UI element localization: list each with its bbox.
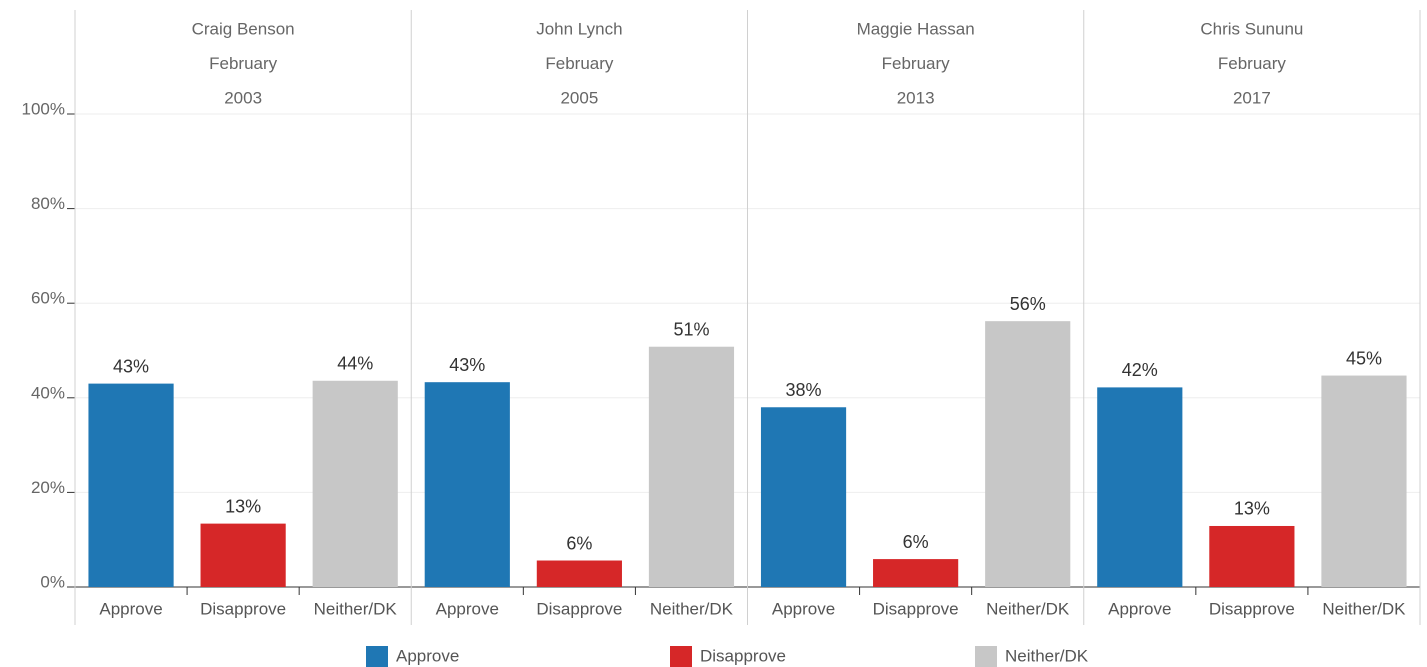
data-label: 56% xyxy=(1010,294,1046,314)
x-tick-label: Neither/DK xyxy=(314,599,398,618)
y-tick-label: 100% xyxy=(22,99,65,118)
bar xyxy=(88,383,174,587)
panel-header: February xyxy=(545,54,614,73)
bar xyxy=(1209,525,1295,587)
x-tick-label: Neither/DK xyxy=(1322,599,1406,618)
y-tick-label: 40% xyxy=(31,383,65,402)
legend-label: Disapprove xyxy=(700,646,786,665)
data-label: 42% xyxy=(1122,360,1158,380)
data-label: 45% xyxy=(1346,348,1382,368)
bar xyxy=(985,321,1071,587)
bar xyxy=(200,523,286,587)
data-label: 13% xyxy=(1234,499,1270,519)
legend-label: Neither/DK xyxy=(1005,646,1089,665)
bar xyxy=(536,560,622,587)
y-tick-label: 80% xyxy=(31,194,65,213)
data-label: 13% xyxy=(225,496,261,516)
panel-header: 2017 xyxy=(1233,88,1271,107)
x-tick-label: Disapprove xyxy=(536,599,622,618)
x-tick-label: Approve xyxy=(99,599,162,618)
x-tick-label: Disapprove xyxy=(873,599,959,618)
data-label: 6% xyxy=(903,532,929,552)
y-tick-label: 20% xyxy=(31,478,65,497)
panel-header: Maggie Hassan xyxy=(857,19,975,38)
bar xyxy=(424,382,510,587)
bar xyxy=(1097,387,1183,587)
panel-header: Craig Benson xyxy=(192,19,295,38)
panel-header: February xyxy=(209,54,278,73)
x-tick-label: Disapprove xyxy=(1209,599,1295,618)
x-tick-label: Approve xyxy=(1108,599,1171,618)
x-tick-label: Approve xyxy=(436,599,499,618)
panel-header: 2003 xyxy=(224,88,262,107)
data-label: 38% xyxy=(786,380,822,400)
x-tick-label: Approve xyxy=(772,599,835,618)
y-tick-label: 0% xyxy=(40,572,65,591)
panel-header: Chris Sununu xyxy=(1200,19,1303,38)
legend-swatch xyxy=(975,646,997,667)
bar xyxy=(1321,375,1407,587)
x-tick-label: Neither/DK xyxy=(986,599,1070,618)
bar xyxy=(648,346,735,587)
legend-swatch xyxy=(670,646,692,667)
x-tick-label: Neither/DK xyxy=(650,599,734,618)
panel-header: February xyxy=(1218,54,1287,73)
data-label: 44% xyxy=(337,354,373,374)
data-label: 51% xyxy=(673,319,709,339)
y-tick-label: 60% xyxy=(31,289,65,308)
legend-swatch xyxy=(366,646,388,667)
panel-header: 2005 xyxy=(560,88,598,107)
panel-header: February xyxy=(882,54,951,73)
data-label: 43% xyxy=(449,355,485,375)
x-tick-label: Disapprove xyxy=(200,599,286,618)
panel-header: John Lynch xyxy=(536,19,622,38)
panel-header: 2013 xyxy=(897,88,935,107)
bar xyxy=(760,407,847,587)
data-label: 43% xyxy=(113,356,149,376)
legend-label: Approve xyxy=(396,646,459,665)
bar xyxy=(312,380,398,587)
data-label: 6% xyxy=(566,533,592,553)
bar xyxy=(873,559,959,587)
